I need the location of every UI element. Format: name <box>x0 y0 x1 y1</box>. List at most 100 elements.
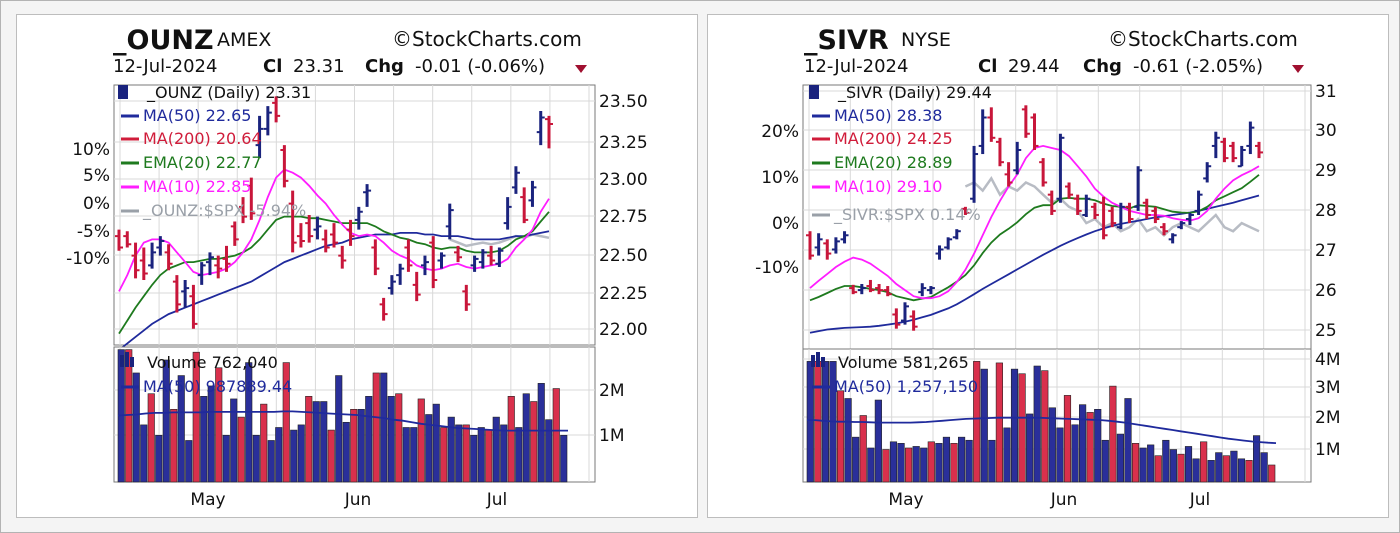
volume-bar <box>1215 452 1223 483</box>
change-label: Chg <box>1083 56 1122 77</box>
volume-bar <box>935 443 943 483</box>
ohlc-bar <box>189 284 198 329</box>
volume-bar <box>1245 460 1253 483</box>
legend-item-ma50: MA(50) 28.38 <box>812 106 942 125</box>
volume-bar <box>1162 439 1170 483</box>
ohlc-bar <box>1073 194 1082 215</box>
ohlc-legend-icon <box>809 85 819 99</box>
x-tick-label: Jun <box>1050 490 1078 510</box>
chart-svg-ounz: _OUNZ AMEX ©StockCharts.com 12-Jul-2024 … <box>66 25 648 510</box>
price-tick-label: 27 <box>1315 241 1337 261</box>
ohlc-bar <box>918 283 927 297</box>
volume-tick-label: 1M <box>1315 440 1340 460</box>
ohlc-bar <box>139 247 148 280</box>
legend-label: EMA(20) 22.77 <box>143 153 262 172</box>
volume-bar <box>1071 424 1079 483</box>
price-tick-label: 26 <box>1315 281 1337 301</box>
ohlc-bar <box>115 229 123 251</box>
volume-bar <box>402 427 410 483</box>
volume-legend: Volume 762,040 MA(50) 987889.44 <box>120 352 292 396</box>
volume-bar <box>1018 373 1026 483</box>
legend-item-ema20: EMA(20) 28.89 <box>812 153 953 172</box>
volume-bar <box>814 361 822 483</box>
volume-bar <box>980 368 988 483</box>
percent-tick-label: -10% <box>755 258 799 278</box>
ohlc-bar <box>272 96 281 123</box>
volume-bar <box>312 401 320 483</box>
ohlc-bar <box>222 245 231 272</box>
volume-bar <box>942 436 951 483</box>
ohlc-bar <box>536 111 545 146</box>
volume-legend-icon <box>811 355 815 367</box>
change-value: -0.01 (-0.06%) <box>415 56 545 77</box>
volume-bar <box>155 434 163 483</box>
volume-bar <box>455 424 463 483</box>
volume-bar <box>395 393 403 483</box>
ohlc-bar <box>288 190 297 253</box>
price-tick-label: 22.50 <box>599 246 648 266</box>
volume-bar <box>1260 452 1268 483</box>
ohlc-bar <box>371 239 380 276</box>
ohlc-bar <box>1013 141 1022 175</box>
ohlc-bar <box>346 219 355 246</box>
volume-bar <box>1086 412 1094 483</box>
legend-item-ma10: MA(10) 22.85 <box>121 177 251 196</box>
ohlc-bar <box>148 242 157 269</box>
ohlc-bar <box>831 237 840 254</box>
ohlc-bar <box>1246 121 1255 155</box>
ohlc-bar <box>1177 221 1186 230</box>
volume-legend-icon <box>120 355 124 367</box>
volume-bar <box>177 375 185 483</box>
price-legend: _SIVR (Daily) 29.44 MA(50) 28.38 MA(200)… <box>809 83 992 225</box>
volume-bar <box>530 401 538 483</box>
ohlc-bar <box>1082 194 1091 217</box>
ohlc-bar <box>404 239 413 272</box>
price-legend-title: _SIVR (Daily) 29.44 <box>837 83 992 103</box>
ohlc-bar <box>892 308 901 329</box>
volume-bar <box>462 424 470 483</box>
percent-tick-label: 0% <box>83 194 110 214</box>
price-tick-label: 31 <box>1315 82 1337 102</box>
volume-bar <box>470 434 478 483</box>
change-value: -0.61 (-2.05%) <box>1133 56 1263 77</box>
volume-bar <box>1154 455 1162 483</box>
volume-bar <box>973 361 981 483</box>
volume-legend-icon-bar <box>125 352 129 367</box>
ohlc-bar <box>520 187 529 224</box>
change-dropdown-icon[interactable] <box>1292 65 1304 73</box>
volume-bar <box>889 441 898 483</box>
percent-tick-label: -10% <box>66 249 110 269</box>
volume-bar <box>1192 458 1200 483</box>
volume-bar <box>1003 427 1011 483</box>
change-label: Chg <box>365 56 404 77</box>
ohlc-bar <box>528 180 537 207</box>
volume-bar <box>170 409 178 483</box>
legend-label: EMA(20) 28.89 <box>834 153 953 172</box>
ohlc-bar <box>978 109 987 155</box>
ohlc-bar <box>181 280 190 308</box>
volume-bar <box>1184 446 1193 483</box>
watermark: ©StockCharts.com <box>1108 27 1298 51</box>
ohlc-bar <box>849 284 858 295</box>
change-dropdown-icon[interactable] <box>575 65 587 73</box>
ohlc-bar <box>1255 141 1263 159</box>
volume-bar <box>335 375 343 483</box>
volume-bar <box>920 447 928 483</box>
volume-bar <box>515 427 523 483</box>
volume-title: Volume 581,265 <box>838 353 969 372</box>
volume-bar <box>410 427 418 483</box>
ohlc-bar <box>1090 202 1099 220</box>
ohlc-bar <box>205 252 214 276</box>
ohlc-bar <box>866 279 875 293</box>
ohlc-bar <box>857 284 866 295</box>
legend-item-relative: _OUNZ:$SPX -5.94% <box>121 201 306 221</box>
volume-bar <box>207 385 215 483</box>
volume-bar <box>1079 404 1087 483</box>
volume-bar <box>1237 458 1246 483</box>
volume-bar <box>245 362 253 483</box>
legend-item-ma50: MA(50) 22.65 <box>121 106 251 125</box>
ohlc-bar <box>379 297 388 321</box>
ohlc-bar <box>503 197 512 230</box>
ohlc-bar <box>1065 182 1074 199</box>
ohlc-bar <box>1194 190 1203 215</box>
